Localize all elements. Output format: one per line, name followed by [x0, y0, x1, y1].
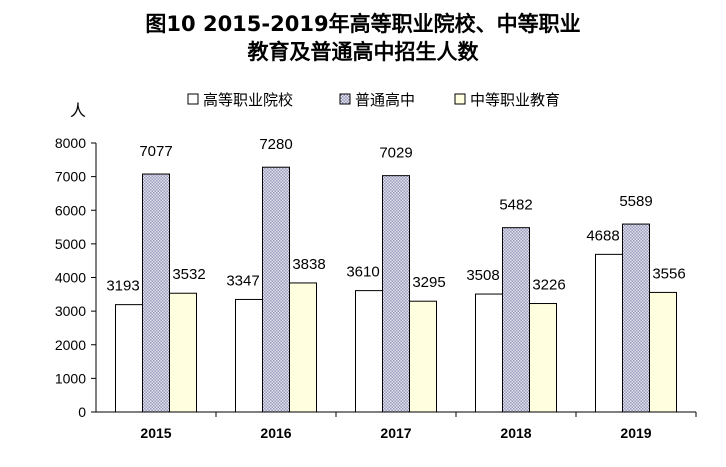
- x-tick-label: 2016: [260, 425, 291, 441]
- bar-2019-2: [649, 291, 677, 413]
- data-label: 3226: [532, 277, 565, 294]
- legend-swatch-2: [454, 93, 466, 105]
- bar-2017-1: [382, 175, 410, 413]
- chart-title-line2: 教育及普通高中招生人数: [247, 40, 479, 64]
- data-label: 3193: [106, 278, 139, 295]
- data-label: 3556: [652, 265, 685, 282]
- bar-2016-1: [262, 166, 290, 413]
- bar-2015-0: [115, 304, 143, 413]
- bar-2018-0: [475, 293, 503, 413]
- legend-swatch-0: [187, 93, 199, 105]
- bar-2019-0: [595, 253, 623, 413]
- y-tick-label: 2000: [55, 337, 86, 353]
- data-label: 3347: [226, 272, 259, 289]
- x-tick-label: 2019: [620, 425, 651, 441]
- data-label: 3295: [412, 274, 445, 291]
- y-tick-label: 1000: [55, 370, 86, 386]
- legend-label-0: 高等职业院校: [203, 91, 293, 109]
- y-tick-label: 0: [78, 404, 86, 420]
- y-tick-label: 3000: [55, 303, 86, 319]
- x-tick-label: 2017: [380, 425, 411, 441]
- data-label: 5482: [499, 197, 532, 214]
- bar-2015-1: [142, 173, 170, 413]
- bar-2017-0: [355, 290, 383, 413]
- legend-label-1: 普通高中: [355, 92, 415, 109]
- legend-swatch-1: [339, 93, 351, 105]
- data-label: 5589: [619, 193, 652, 210]
- data-label: 3610: [346, 264, 379, 281]
- bar-2018-1: [502, 227, 530, 413]
- bar-2018-2: [529, 303, 557, 413]
- y-tick-label: 5000: [55, 236, 86, 252]
- data-label: 7029: [379, 145, 412, 162]
- data-label: 3532: [172, 266, 205, 283]
- data-label: 3508: [466, 267, 499, 284]
- y-tick-label: 8000: [55, 135, 86, 151]
- x-tick-label: 2018: [500, 425, 531, 441]
- bar-2015-2: [169, 292, 197, 413]
- x-tick-label: 2015: [140, 425, 171, 441]
- bar-2016-2: [289, 282, 317, 413]
- y-tick-label: 7000: [55, 169, 86, 185]
- y-tick-label: 4000: [55, 270, 86, 286]
- y-axis-label: 人: [70, 102, 86, 120]
- y-tick-label: 6000: [55, 202, 86, 218]
- bar-2017-2: [409, 300, 437, 413]
- data-label: 3838: [292, 256, 325, 273]
- chart-title-line1: 图10 2015-2019年高等职业院校、中等职业: [145, 12, 581, 36]
- data-label: 7280: [259, 136, 292, 153]
- data-label: 4688: [586, 227, 619, 244]
- data-label: 7077: [139, 143, 172, 160]
- bar-2016-0: [235, 298, 263, 413]
- bar-2019-1: [622, 223, 650, 413]
- legend-label-2: 中等职业教育: [470, 91, 560, 109]
